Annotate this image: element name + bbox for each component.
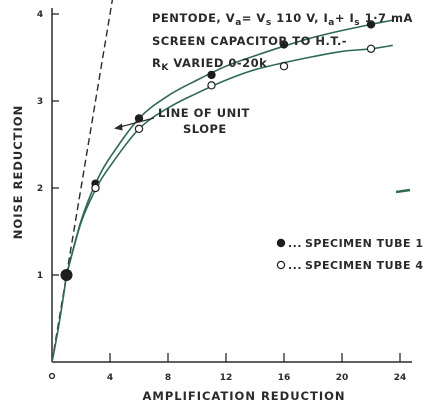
- y-tick-label-1: 1: [37, 271, 43, 281]
- unit-slope-pointer: [119, 117, 155, 128]
- conditions-annotation: PENTODE, Va= Vs 110 V, Ia+ Is 1·7 mA SCR…: [152, 11, 413, 73]
- conditions-line-3: RK VARIED 0-20k: [152, 56, 267, 73]
- data-point-tube-4-5: [366, 44, 376, 54]
- data-point-tube-4-3: [207, 81, 216, 90]
- x-axis-title: AMPLIFICATION REDUCTION: [142, 389, 345, 403]
- y-tick-label-2: 2: [37, 184, 43, 194]
- data-point-tube-4-4: [279, 61, 289, 71]
- unit-slope-label-line-2: SLOPE: [183, 122, 227, 136]
- plot-area: 481216202412345: [37, 0, 412, 383]
- data-point-tube-4-2: [134, 124, 144, 134]
- curve-origin-segment: [51, 274, 68, 363]
- legend-label-tube-4: SPECIMEN TUBE 4: [305, 259, 423, 272]
- x-tick-label-16: 16: [278, 373, 291, 383]
- y-axis-title: NOISE REDUCTION: [11, 105, 25, 239]
- legend-prefix-tube-4: ...: [288, 259, 302, 272]
- y-tick-label-4: 4: [37, 10, 43, 20]
- unit-slope-label: LINE OF UNIT SLOPE: [114, 106, 250, 136]
- x-tick-label-24: 24: [394, 373, 407, 383]
- legend-marker-filled: [276, 238, 286, 248]
- legend-marker-open: [276, 260, 286, 270]
- legend-item-tube-4: ... SPECIMEN TUBE 4: [276, 259, 423, 272]
- legend-label-tube-1: SPECIMEN TUBE 1: [305, 237, 423, 250]
- x-tick-label-0: [48, 372, 56, 380]
- legend-prefix-tube-1: ...: [288, 237, 302, 250]
- data-point-common-origin: [60, 269, 73, 281]
- legend-item-tube-1: ... SPECIMEN TUBE 1: [276, 237, 423, 250]
- y-tick-label-3: 3: [37, 97, 43, 107]
- legend: ... SPECIMEN TUBE 1 ... SPECIMEN TUBE 4: [276, 237, 423, 272]
- data-point-tube-1-4: [279, 40, 289, 49]
- data-point-tube-1-3: [207, 70, 216, 80]
- conditions-line-2: SCREEN CAPACITOR TO H.T.-: [152, 34, 347, 48]
- x-tick-label-8: 8: [165, 373, 171, 383]
- conditions-line-1: PENTODE, Va= Vs 110 V, Ia+ Is 1·7 mA: [152, 11, 413, 28]
- unit-slope-arrowhead: [114, 123, 123, 131]
- stray-pen-mark: [395, 188, 411, 194]
- data-point-tube-1-5: [366, 20, 376, 29]
- unit-slope-label-line-1: LINE OF UNIT: [158, 106, 250, 120]
- x-tick-label-12: 12: [220, 373, 233, 383]
- x-tick-label-4: 4: [107, 373, 113, 383]
- x-tick-label-20: 20: [336, 373, 349, 383]
- data-point-tube-4-1: [91, 183, 100, 193]
